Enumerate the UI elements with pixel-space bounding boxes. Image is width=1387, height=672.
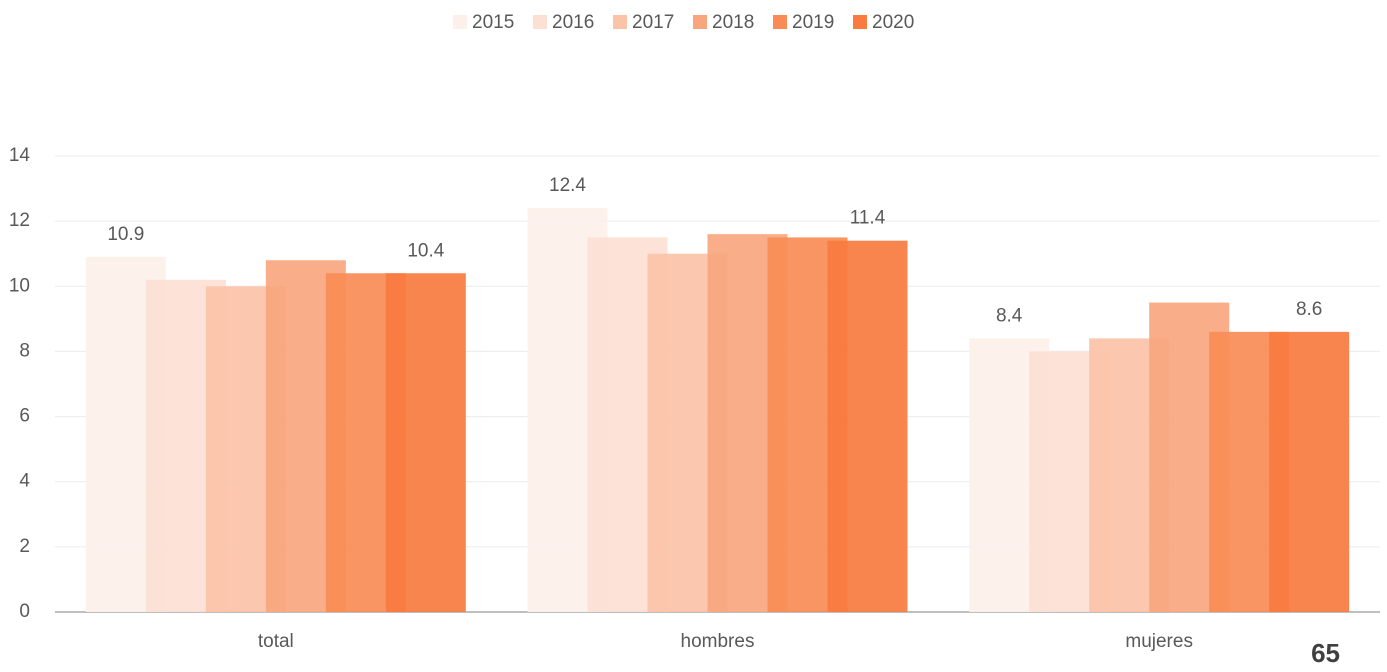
y-tick-label: 0 xyxy=(19,601,30,622)
y-tick-label: 8 xyxy=(19,340,30,361)
legend-swatch xyxy=(533,15,547,29)
data-label: 8.4 xyxy=(996,305,1023,326)
x-tick-label: total xyxy=(258,631,294,652)
bar xyxy=(385,273,466,612)
legend-swatch xyxy=(613,15,627,29)
legend-label: 2015 xyxy=(472,12,514,33)
x-tick-label: mujeres xyxy=(1125,631,1193,652)
legend-swatch xyxy=(693,15,707,29)
legend-label: 2020 xyxy=(872,12,914,33)
legend-label: 2019 xyxy=(792,12,834,33)
y-tick-label: 4 xyxy=(19,471,30,492)
page-number: 65 xyxy=(1311,638,1340,667)
legend-label: 2018 xyxy=(712,12,754,33)
legend-label: 2017 xyxy=(632,12,674,33)
y-tick-label: 10 xyxy=(9,275,30,296)
legend-swatch xyxy=(773,15,787,29)
bar xyxy=(827,240,908,612)
legend-swatch xyxy=(853,15,867,29)
data-label: 11.4 xyxy=(850,208,886,229)
y-tick-label: 14 xyxy=(9,145,31,166)
y-tick-label: 6 xyxy=(19,406,30,427)
y-tick-label: 2 xyxy=(19,536,30,557)
data-label: 10.4 xyxy=(407,240,444,261)
legend-swatch xyxy=(453,15,467,29)
x-tick-label: hombres xyxy=(681,631,755,652)
legend-label: 2016 xyxy=(552,12,594,33)
data-label: 12.4 xyxy=(549,175,586,196)
data-label: 8.6 xyxy=(1296,299,1322,320)
y-tick-label: 12 xyxy=(9,210,30,231)
data-label: 10.9 xyxy=(107,224,144,245)
bar xyxy=(1269,331,1350,612)
